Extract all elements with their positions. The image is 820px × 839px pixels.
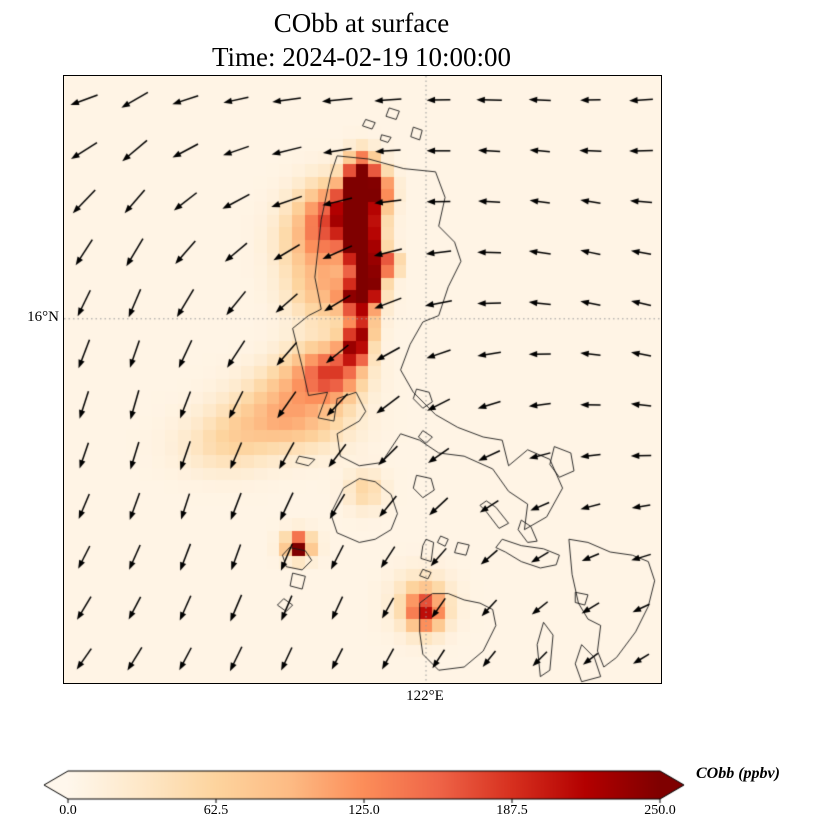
colorbar-tick-labels: 0.0 62.5 125.0 187.5 250.0 (59, 803, 676, 821)
map-canvas (64, 76, 661, 683)
colorbar-tick-label: 62.5 (203, 803, 229, 818)
colorbar (40, 768, 690, 804)
colorbar-tick-label: 0.0 (59, 803, 77, 818)
colorbar-tick-label: 250.0 (644, 803, 676, 818)
y-axis-tick-label: 16°N (27, 308, 59, 325)
colorbar-label: CObb (ppbv) (696, 765, 780, 782)
x-axis-tick-label: 122°E (406, 688, 444, 704)
colorbar-tick-label: 125.0 (348, 803, 380, 818)
figure-title: CObb at surface (273, 8, 450, 38)
figure-title-block: CObb at surface Time: 2024-02-19 10:00:0… (63, 6, 660, 74)
map-plot-area (63, 75, 662, 684)
colorbar-tick-label: 187.5 (496, 803, 528, 818)
colorbar-canvas (40, 768, 690, 804)
figure-subtitle: Time: 2024-02-19 10:00:00 (211, 42, 512, 72)
